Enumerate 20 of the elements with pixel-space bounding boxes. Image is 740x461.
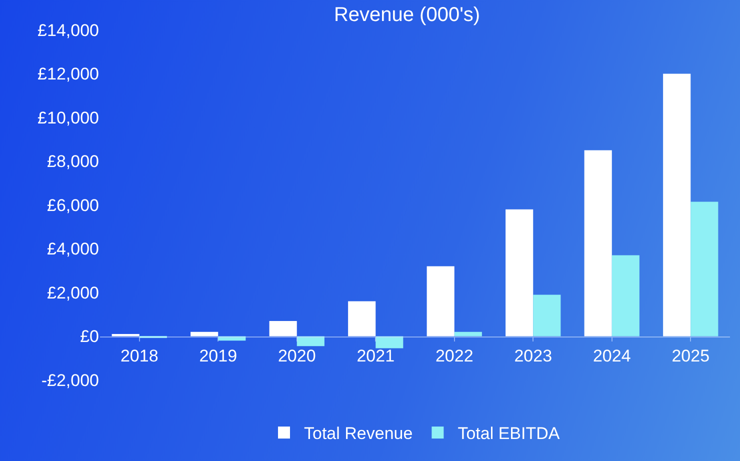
x-tick-label: 2018 bbox=[120, 346, 158, 366]
x-tick-label: 2023 bbox=[514, 346, 552, 366]
y-tick-label: £0 bbox=[80, 327, 99, 346]
x-tick-label: 2021 bbox=[356, 346, 395, 366]
y-tick-label: £10,000 bbox=[38, 108, 99, 128]
y-tick-label: £2,000 bbox=[47, 283, 99, 302]
x-tick-label: 2019 bbox=[199, 346, 238, 366]
y-tick-label: £4,000 bbox=[47, 240, 99, 259]
x-tick-label: 2024 bbox=[592, 346, 631, 366]
y-tick-label: £12,000 bbox=[38, 64, 99, 84]
y-tick-label: -£2,000 bbox=[41, 370, 99, 390]
y-tick-label: £6,000 bbox=[47, 196, 99, 215]
y-tick-label: £8,000 bbox=[47, 152, 99, 172]
x-tick-label: 2022 bbox=[435, 346, 474, 366]
y-tick-label: £14,000 bbox=[38, 20, 99, 40]
x-tick-label: 2020 bbox=[278, 346, 316, 366]
legend-label: Total EBITDA bbox=[458, 424, 560, 444]
legend-label: Total Revenue bbox=[304, 424, 413, 444]
x-tick-label: 2025 bbox=[672, 346, 710, 366]
chart-title: Revenue (000's) bbox=[334, 4, 480, 26]
